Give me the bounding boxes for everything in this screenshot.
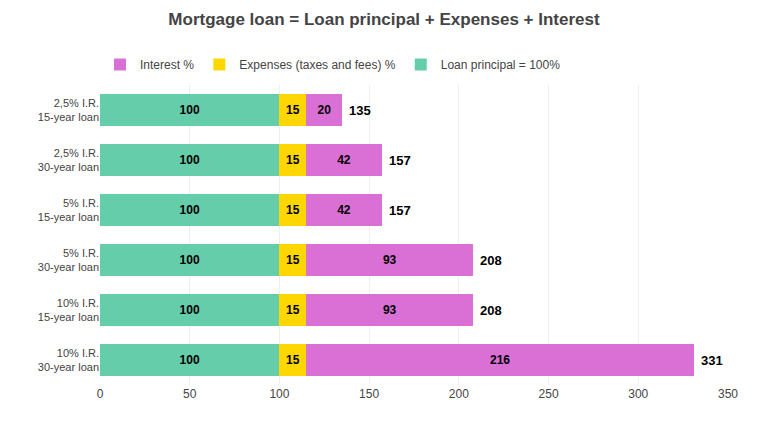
svg-text:2,5% I.R.15-year loan: 2,5% I.R.15-year loan <box>38 97 99 123</box>
svg-text:135: 135 <box>349 103 371 118</box>
svg-text:100: 100 <box>180 103 200 117</box>
svg-text:93: 93 <box>383 253 397 267</box>
svg-text:10% I.R.30-year loan: 10% I.R.30-year loan <box>38 347 99 373</box>
svg-text:5% I.R.15-year loan: 5% I.R.15-year loan <box>38 197 99 223</box>
svg-text:100: 100 <box>180 253 200 267</box>
svg-text:100: 100 <box>180 153 200 167</box>
svg-text:50: 50 <box>183 387 197 401</box>
svg-text:200: 200 <box>449 387 469 401</box>
svg-text:Mortgage loan = Loan principal: Mortgage loan = Loan principal + Expense… <box>168 10 600 29</box>
svg-text:300: 300 <box>628 387 648 401</box>
svg-text:100: 100 <box>180 303 200 317</box>
svg-text:150: 150 <box>359 387 379 401</box>
svg-text:208: 208 <box>480 253 502 268</box>
svg-text:Interest %: Interest % <box>140 58 194 72</box>
svg-text:93: 93 <box>383 303 397 317</box>
svg-text:208: 208 <box>480 303 502 318</box>
svg-text:15: 15 <box>286 253 300 267</box>
svg-text:15: 15 <box>286 153 300 167</box>
svg-text:20: 20 <box>317 103 331 117</box>
svg-text:15: 15 <box>286 103 300 117</box>
svg-text:100: 100 <box>180 203 200 217</box>
svg-text:350: 350 <box>718 387 738 401</box>
svg-text:331: 331 <box>701 353 723 368</box>
svg-text:Loan principal = 100%: Loan principal = 100% <box>441 58 560 72</box>
svg-text:216: 216 <box>490 353 510 367</box>
svg-text:15: 15 <box>286 303 300 317</box>
svg-text:Expenses (taxes and fees) %: Expenses (taxes and fees) % <box>239 58 395 72</box>
svg-text:42: 42 <box>337 153 351 167</box>
svg-text:10% I.R.15-year loan: 10% I.R.15-year loan <box>38 297 99 323</box>
svg-text:100: 100 <box>180 353 200 367</box>
svg-text:15: 15 <box>286 353 300 367</box>
svg-text:250: 250 <box>539 387 559 401</box>
svg-text:15: 15 <box>286 203 300 217</box>
svg-text:0: 0 <box>97 387 104 401</box>
svg-text:157: 157 <box>389 153 411 168</box>
svg-text:42: 42 <box>337 203 351 217</box>
svg-text:100: 100 <box>269 387 289 401</box>
svg-text:5% I.R.30-year loan: 5% I.R.30-year loan <box>38 247 99 273</box>
svg-text:157: 157 <box>389 203 411 218</box>
svg-text:2,5% I.R.30-year loan: 2,5% I.R.30-year loan <box>38 147 99 173</box>
